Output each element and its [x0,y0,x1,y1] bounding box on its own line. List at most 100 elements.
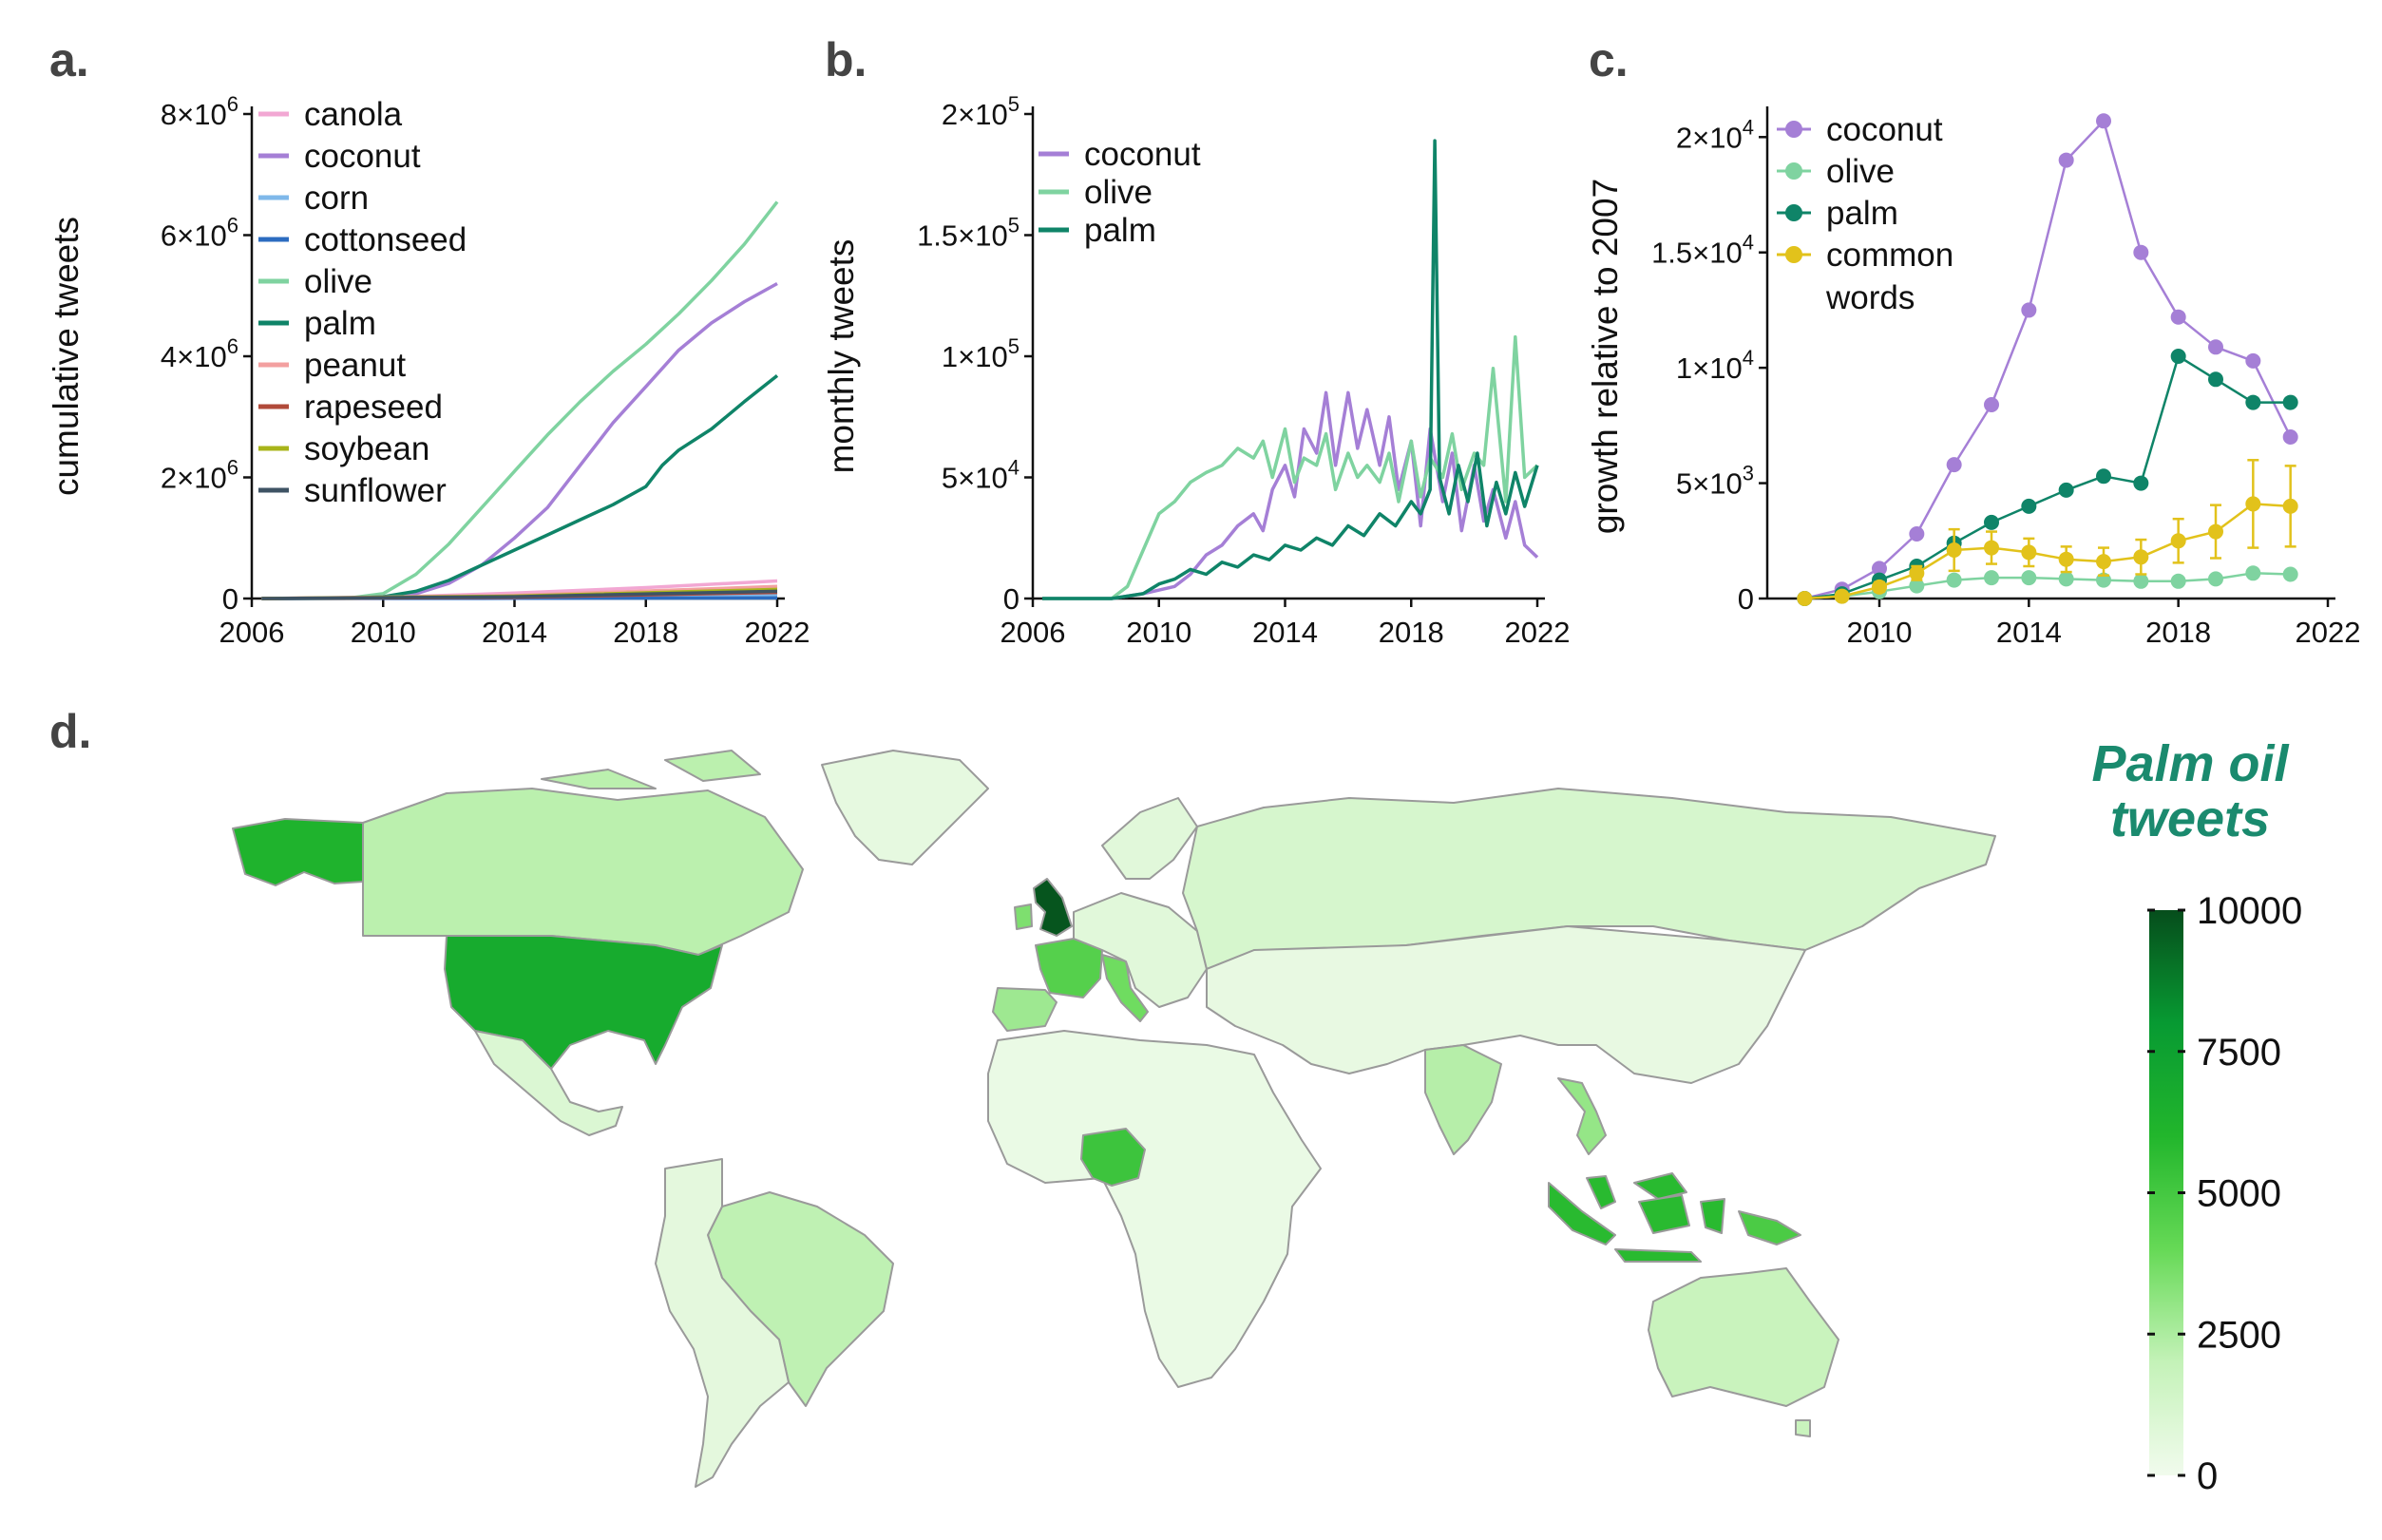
y-axis-label: cumulative tweets [47,217,86,496]
point-coconut [2208,339,2223,355]
legend-label: corn [304,180,369,217]
point-palm [1984,514,1999,530]
point-palm [2096,468,2111,485]
point-olive [1946,572,1962,588]
y-tick-label: 2×104 [1676,115,1754,154]
x-tick-label: 2022 [745,616,810,649]
legend-label: palm [1826,195,1898,232]
legend-label: common words [1825,237,1953,316]
panel-b-monthly-chart: 2006 2010 2014 2018 2022 0 5×104 1×105 1.5×105 2×… [822,92,1570,649]
point-coconut [2133,244,2149,260]
point-coconut [2058,152,2074,168]
panel-a-cumulative-chart: 2006 2010 2014 2018 2022 0 2×106 4×106 6×106 8×10… [47,92,810,649]
y-tick-label: 2×106 [161,456,238,495]
colorbar-tick-label: 0 [2197,1455,2218,1497]
point-coconut [2096,113,2111,129]
legend-label: palm [304,305,376,342]
colorbar-tick-label: 5000 [2197,1173,2281,1215]
colorbar: 0 2500 5000 7500 10000 [2147,890,2302,1497]
legend-label: peanut [304,347,406,384]
panel-c-growth-chart: 2010 2014 2018 2022 0 5×103 1×104 1.5×104 2×104 g… [1586,106,2360,649]
y-axis-label: monthly tweets [822,239,861,474]
legend-label: canola [304,96,403,133]
x-tick-label: 2014 [482,616,547,649]
legend-label: coconut [1084,136,1201,173]
map-region-malaysia [1586,1172,1687,1209]
map-region-south-america-other [655,1158,790,1488]
point-common-words [2096,554,2111,570]
map-region-asia-other [1206,925,1806,1084]
point-common-words [1872,579,1887,595]
point-palm [2208,371,2223,388]
point-palm [2133,475,2149,491]
map-title-line-2: tweets [2110,790,2270,847]
y-tick-label: 4×106 [161,334,238,373]
legend-label: palm [1084,212,1156,249]
point-common-words [1946,542,1962,558]
y-tick-label: 8×106 [161,92,238,131]
y-tick-label: 5×104 [942,456,1019,495]
panel-label-a: a. [49,33,89,86]
y-tick-label: 6×106 [161,214,238,253]
point-palm [2058,482,2074,498]
point-common-words [2245,496,2261,512]
x-tick-label: 2014 [1996,616,2062,649]
map-region-united-states [444,935,723,1070]
point-olive [2058,571,2074,587]
point-common-words [1797,591,1813,606]
point-common-words [2058,551,2074,567]
point-olive [2170,573,2186,589]
legend-marker [1785,246,1802,263]
map-region-ireland [1014,903,1033,930]
map-region-vietnam [1557,1077,1607,1155]
point-coconut [2245,352,2261,369]
point-coconut [2282,429,2298,445]
x-tick-label: 2022 [2296,616,2361,649]
point-coconut [2021,302,2037,318]
series-line-sunflower [261,589,778,600]
x-tick-label: 2018 [2145,616,2211,649]
y-tick-label: 0 [222,582,238,616]
legend-label: sunflower [304,472,447,509]
panel-label-d: d. [49,705,91,758]
colorbar-tick-label: 2500 [2197,1314,2281,1356]
x-tick-label: 2018 [1379,616,1444,649]
map-region-india [1424,1044,1502,1155]
point-common-words [1909,565,1925,581]
map-region-united-kingdom [1033,878,1073,937]
point-common-words [1834,588,1850,604]
x-tick-label: 2006 [219,616,285,649]
point-common-words [1984,540,1999,556]
series-line-coconut [1804,120,2292,600]
series-line-palm [261,374,779,600]
map-region-mexico [474,1030,623,1136]
map-region-canada [362,750,804,956]
series-line-palm [1042,139,1539,600]
point-common-words [2021,544,2037,561]
legend-marker [1785,162,1802,180]
map-region-spain [992,987,1058,1032]
map-region-indonesia [1548,1182,1725,1263]
map-regions [232,750,1996,1488]
point-olive [2133,573,2149,589]
point-olive [2282,566,2298,582]
panel-label-b: b. [825,33,867,86]
series-line-coconut [1042,390,1539,600]
y-tick-label: 2×105 [942,92,1019,131]
point-olive [2208,571,2223,587]
legend-label: olive [304,263,372,300]
point-coconut [1909,526,1925,542]
legend-label: olive [1084,174,1153,211]
y-axis-label: growth relative to 2007 [1586,179,1625,534]
legend-label: soybean [304,430,429,467]
y-tick-label: 0 [1738,582,1754,616]
y-tick-label: 0 [1003,582,1019,616]
x-tick-label: 2014 [1252,616,1318,649]
point-palm [2282,394,2298,410]
legend-label: olive [1826,153,1895,190]
point-olive [1909,578,1925,594]
map-region-alaska [232,818,364,886]
point-coconut [1984,397,1999,412]
map-region-australia [1648,1267,1839,1437]
